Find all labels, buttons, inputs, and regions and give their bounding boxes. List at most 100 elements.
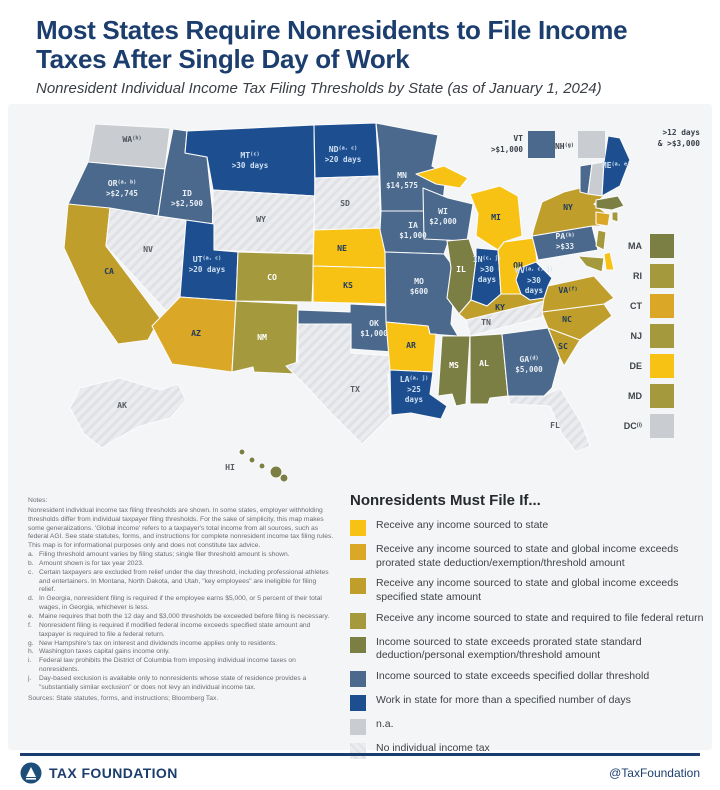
state-label-SC: SC (558, 341, 568, 351)
state-label-NC: NC (562, 314, 572, 324)
note-item: j. Day-based exclusion is available only … (28, 675, 334, 693)
notes-intro: Nonresident individual income tax filing… (28, 506, 334, 550)
state-value-LA: >25 (407, 385, 421, 394)
small-state-swatch-RI (650, 264, 674, 288)
legend-swatch (350, 520, 366, 536)
state-TX (285, 323, 411, 445)
legend-swatch (350, 636, 366, 653)
state-label-FL: FL (550, 420, 560, 430)
map-legend: Nonresidents Must File If... Receive any… (350, 492, 708, 766)
state-value-ND: >20 days (325, 155, 362, 164)
legend-item: Work in state for more than a specified … (350, 694, 708, 711)
page-subtitle: Nonresident Individual Income Tax Filing… (36, 80, 602, 97)
state-label-NE: NE (337, 243, 347, 253)
small-state-label-DC: DC(i) (624, 421, 642, 431)
small-state-swatch-MA (650, 234, 674, 258)
legend-item: No individual income tax (350, 742, 708, 759)
state-label-KS: KS (343, 280, 353, 290)
legend-label: Income sourced to state exceeds specifie… (376, 669, 650, 682)
note-letter: d. (28, 595, 34, 603)
small-state-label-RI: RI (633, 271, 642, 281)
state-NE (312, 227, 391, 269)
state-label-OK: OK (369, 318, 379, 328)
state-label-PA: PA(b) (555, 231, 574, 241)
state-value-GA: $5,000 (515, 365, 543, 374)
notes-items: a. Filing threshold amount varies by fili… (28, 551, 334, 693)
legend-label: Receive any income sourced to state and … (376, 577, 679, 603)
state-WV (515, 261, 553, 301)
state-label-WA: WA(h) (122, 134, 141, 144)
notes-heading: Notes: (28, 497, 48, 504)
legend-swatch (350, 694, 366, 711)
social-handle: @TaxFoundation (609, 766, 700, 780)
state-MA (595, 195, 625, 211)
note-text: Maine requires that both the 12 day and … (39, 612, 330, 620)
legend-item: n.a. (350, 718, 708, 735)
vt-callout-value: >$1,000 (491, 145, 523, 154)
legend-label: Receive any income sourced to state and … (376, 611, 704, 624)
state-label-VA: VA(f) (558, 285, 577, 295)
note-letter: e. (28, 612, 34, 620)
note-letter: c. (28, 568, 34, 576)
small-state-swatch-DC (650, 414, 674, 438)
tax-foundation-brand: TAX FOUNDATION (20, 762, 178, 784)
note-text: Washington taxes capital gains income on… (39, 648, 170, 656)
state-value-WV: days (525, 286, 543, 295)
state-value-IA: $1,000 (399, 231, 427, 240)
note-letter: h. (28, 648, 34, 656)
state-LA (389, 369, 448, 420)
state-value-IN: days (478, 275, 496, 284)
state-label-AK: AK (117, 400, 127, 410)
note-letter: a. (28, 551, 34, 559)
state-label-NV: NV (143, 244, 153, 254)
state-value-OR: >$2,745 (106, 189, 138, 198)
state-label-WY: WY (256, 214, 266, 224)
note-text: Nonresident filing is required if modifi… (39, 621, 311, 638)
state-label-LA: LA(a, j) (400, 374, 429, 384)
state-GA (501, 327, 561, 397)
small-state-swatch-DE (650, 354, 674, 378)
legend-swatch (350, 718, 366, 735)
legend-item: Receive any income sourced to state and … (350, 577, 708, 604)
state-value-MO: $600 (410, 287, 429, 296)
state-label-OR: OR(a, b) (108, 178, 137, 188)
state-label-GA: GA(d) (519, 354, 538, 364)
state-label-UT: UT(a, c) (193, 254, 222, 264)
state-label-KY: KY (495, 302, 505, 312)
state-MI (415, 165, 469, 189)
note-item: a. Filing threshold amount varies by fili… (28, 551, 334, 560)
legend-label: No individual income tax (376, 741, 490, 754)
note-text: In Georgia, nonresident filing is requir… (39, 595, 322, 612)
state-RI (611, 211, 619, 223)
legend-item: Receive any income sourced to state (350, 519, 708, 536)
small-state-label-CT: CT (630, 301, 642, 311)
state-label-ID: ID (182, 188, 192, 198)
map-svg: WA(h) OR(a, b) >$2,745 CA NV ID>$2,500 MT(c)… (63, 122, 700, 483)
state-label-HI: HI (225, 462, 235, 472)
notes-sources: Sources: State statutes, forms, and inst… (28, 694, 219, 702)
state-value-ID: >$2,500 (171, 199, 203, 208)
state-label-CO: CO (267, 272, 277, 282)
state-HI (258, 462, 266, 470)
note-letter: f. (28, 621, 32, 629)
legend-label: n.a. (376, 717, 394, 730)
brand-name: TAX FOUNDATION (49, 765, 178, 781)
state-MN (375, 122, 447, 212)
legend-swatch (350, 612, 366, 629)
footer-rule (20, 753, 700, 756)
state-HI (269, 465, 283, 479)
small-state-label-MA: MA (628, 241, 642, 251)
legend-item: Receive any income sourced to state and … (350, 543, 708, 570)
vt-callout-swatch (528, 131, 555, 158)
state-label-AL: AL (479, 358, 489, 368)
legend-item: Income sourced to state exceeds specifie… (350, 670, 708, 687)
state-label-WI: WI (438, 206, 448, 216)
us-choropleth-map: WA(h) OR(a, b) >$2,745 CA NV ID >$2,500 MT(c)… (10, 110, 710, 483)
state-HI (248, 456, 256, 464)
note-text: New Hampshire's tax on interest and divi… (39, 639, 278, 647)
tax-foundation-logo-icon (20, 762, 42, 784)
state-WA (87, 123, 171, 170)
state-AK (69, 377, 187, 449)
footer: TAX FOUNDATION @TaxFoundation (20, 762, 700, 784)
